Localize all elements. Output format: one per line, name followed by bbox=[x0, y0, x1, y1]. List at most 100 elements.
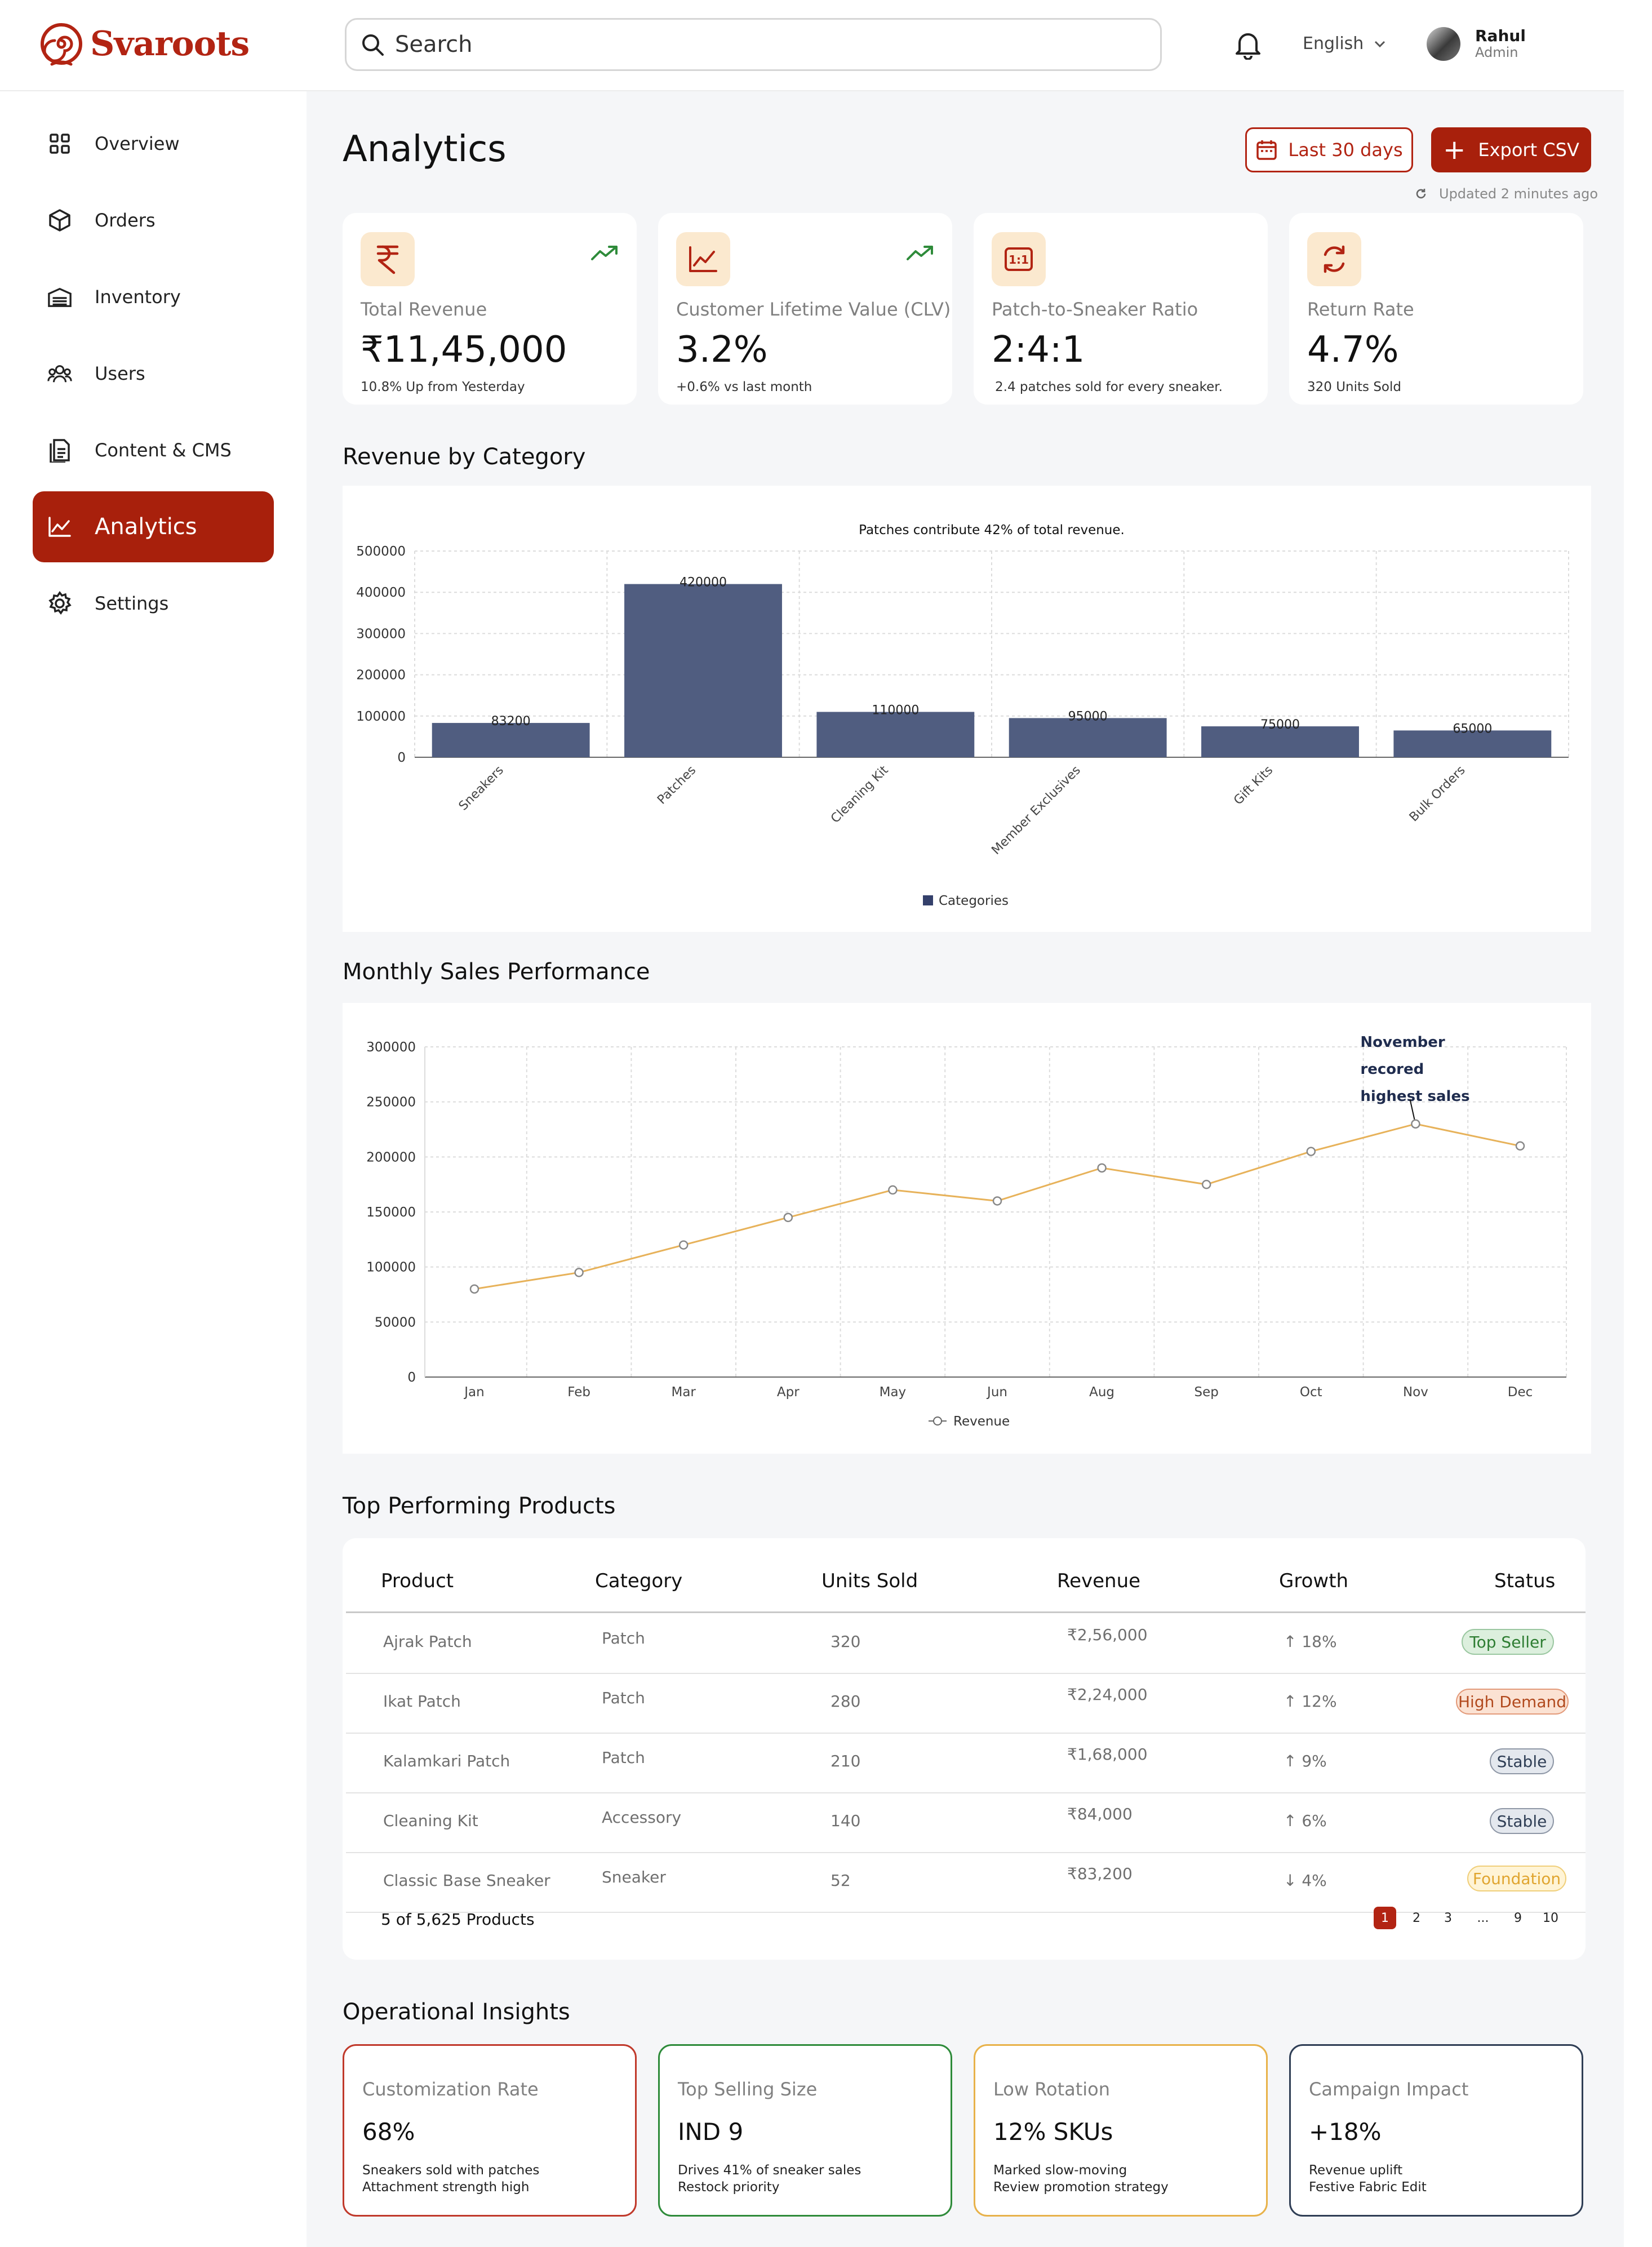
calendar-icon bbox=[1256, 140, 1277, 160]
document-icon bbox=[47, 438, 72, 463]
page-button-1[interactable]: 1 bbox=[1374, 1907, 1396, 1929]
cell-product: Ajrak Patch bbox=[383, 1632, 472, 1651]
x-tick-label: Jan bbox=[463, 1385, 484, 1400]
sidebar-item-label: Analytics bbox=[95, 514, 197, 540]
cell-product: Ikat Patch bbox=[383, 1692, 461, 1711]
page-button-3[interactable]: 3 bbox=[1444, 1911, 1452, 1925]
status-badge: Stable bbox=[1490, 1748, 1554, 1774]
cell-category: Sneaker bbox=[602, 1868, 666, 1886]
sidebar-item-label: Overview bbox=[95, 133, 180, 154]
column-header-product[interactable]: Product bbox=[381, 1570, 454, 1592]
y-tick-label: 300000 bbox=[366, 1040, 416, 1055]
cell-growth: ↑ 18% bbox=[1284, 1632, 1337, 1651]
data-point bbox=[1306, 1147, 1316, 1156]
cell-category: Patch bbox=[602, 1748, 645, 1767]
data-label: 95000 bbox=[1068, 709, 1108, 723]
chevron-down-icon bbox=[1375, 41, 1385, 47]
kpi-card-return-rate: Return Rate 4.7% 320 Units Sold bbox=[1289, 213, 1583, 405]
sidebar-item-label: Inventory bbox=[95, 286, 181, 308]
column-header-units-sold[interactable]: Units Sold bbox=[821, 1570, 918, 1592]
kpi-label: Return Rate bbox=[1307, 299, 1414, 320]
page-button-10[interactable]: 10 bbox=[1543, 1911, 1558, 1925]
notifications-button[interactable] bbox=[1234, 29, 1262, 62]
data-point bbox=[469, 1284, 479, 1294]
column-header-category[interactable]: Category bbox=[595, 1570, 683, 1592]
refresh-icon[interactable] bbox=[1414, 187, 1428, 201]
x-tick-label: Apr bbox=[777, 1385, 800, 1400]
data-point bbox=[783, 1213, 793, 1223]
kpi-value: 3.2% bbox=[676, 329, 768, 371]
status-badge: Foundation bbox=[1467, 1866, 1566, 1891]
data-label: 65000 bbox=[1453, 722, 1492, 736]
data-point bbox=[574, 1268, 584, 1277]
sidebar-item-settings[interactable]: Settings bbox=[33, 568, 274, 639]
updated-status: Updated 2 minutes ago bbox=[1414, 186, 1598, 202]
bar bbox=[1201, 726, 1359, 757]
sidebar-item-orders[interactable]: Orders bbox=[33, 185, 274, 256]
export-csv-button[interactable]: + Export CSV bbox=[1431, 127, 1591, 172]
annotation-pointer bbox=[1409, 1099, 1415, 1120]
cell-category: Accessory bbox=[602, 1808, 682, 1827]
x-tick-label: Nov bbox=[1403, 1385, 1428, 1400]
sidebar-item-overview[interactable]: Overview bbox=[33, 108, 274, 179]
column-header-revenue[interactable]: Revenue bbox=[1057, 1570, 1141, 1592]
user-menu[interactable]: Rahul Admin bbox=[1427, 26, 1526, 61]
x-tick-label: Member Exclusives bbox=[989, 763, 1083, 858]
page-button-9[interactable]: 9 bbox=[1514, 1911, 1522, 1925]
y-tick-label: 200000 bbox=[366, 1150, 416, 1165]
date-range-button[interactable]: Last 30 days bbox=[1245, 127, 1413, 172]
table-row[interactable]: Ajrak Patch Patch 320 ₹2,56,000 ↑ 18% To… bbox=[346, 1613, 1586, 1674]
x-tick-label: Aug bbox=[1089, 1385, 1114, 1400]
bar bbox=[816, 712, 975, 757]
updated-text: Updated 2 minutes ago bbox=[1439, 186, 1598, 202]
language-selector[interactable]: English bbox=[1303, 34, 1386, 54]
search-box[interactable] bbox=[345, 18, 1162, 71]
x-tick-label: Feb bbox=[567, 1385, 590, 1400]
x-tick-label: Oct bbox=[1300, 1385, 1322, 1400]
table-row[interactable]: Ikat Patch Patch 280 ₹2,24,000 ↑ 12% Hig… bbox=[346, 1673, 1586, 1734]
y-tick-label: 0 bbox=[407, 1370, 416, 1385]
bar bbox=[1009, 718, 1167, 757]
kpi-card-total-revenue: Total Revenue ₹11,45,000 10.8% Up from Y… bbox=[343, 213, 637, 405]
column-header-growth[interactable]: Growth bbox=[1279, 1570, 1349, 1592]
bell-icon bbox=[1236, 33, 1260, 60]
warehouse-icon bbox=[47, 286, 72, 308]
sidebar-item-users[interactable]: Users bbox=[33, 338, 274, 409]
section-title-insights: Operational Insights bbox=[343, 1999, 570, 2025]
cell-category: Patch bbox=[602, 1689, 645, 1707]
y-tick-label: 0 bbox=[397, 751, 406, 765]
column-header-status[interactable]: Status bbox=[1494, 1570, 1556, 1592]
plus-icon: + bbox=[1443, 134, 1466, 166]
legend-marker bbox=[933, 1416, 942, 1426]
page-ellipsis: ... bbox=[1477, 1911, 1489, 1925]
x-tick-label: Sep bbox=[1194, 1385, 1219, 1400]
page-button-2[interactable]: 2 bbox=[1413, 1911, 1420, 1925]
cell-growth: ↑ 12% bbox=[1284, 1692, 1337, 1711]
annotation-text: highest sales bbox=[1360, 1088, 1469, 1105]
insight-note: Marked slow-moving bbox=[993, 2163, 1127, 2178]
brand-logo[interactable]: Svaroots bbox=[41, 20, 250, 68]
x-tick-label: Dec bbox=[1508, 1385, 1533, 1400]
export-label: Export CSV bbox=[1478, 139, 1579, 161]
brand-name: Svaroots bbox=[90, 24, 250, 64]
insight-card-top-selling-size: Top Selling Size IND 9 Drives 41% of sne… bbox=[658, 2044, 952, 2217]
search-input[interactable] bbox=[394, 31, 1129, 58]
data-point bbox=[888, 1185, 898, 1195]
table-row[interactable]: Classic Base Sneaker Sneaker 52 ₹83,200 … bbox=[346, 1852, 1586, 1913]
sidebar-item-analytics[interactable]: Analytics bbox=[33, 491, 274, 562]
x-tick-label: Cleaning Kit bbox=[828, 763, 891, 826]
cell-revenue: ₹2,24,000 bbox=[1067, 1685, 1148, 1704]
avatar[interactable] bbox=[1427, 27, 1460, 61]
data-label: 110000 bbox=[872, 703, 919, 717]
cell-units: 210 bbox=[831, 1752, 861, 1770]
sidebar-item-content-cms[interactable]: Content & CMS bbox=[33, 415, 274, 486]
data-point bbox=[992, 1196, 1002, 1206]
cell-revenue: ₹84,000 bbox=[1067, 1805, 1133, 1823]
table-row[interactable]: Cleaning Kit Accessory 140 ₹84,000 ↑ 6% … bbox=[346, 1792, 1586, 1853]
y-tick-label: 200000 bbox=[356, 668, 406, 683]
table-row[interactable]: Kalamkari Patch Patch 210 ₹1,68,000 ↑ 9%… bbox=[346, 1733, 1586, 1793]
refresh-icon bbox=[1307, 232, 1361, 286]
sidebar-item-inventory[interactable]: Inventory bbox=[33, 261, 274, 332]
data-point bbox=[1201, 1179, 1211, 1189]
insight-value: 12% SKUs bbox=[993, 2118, 1113, 2146]
